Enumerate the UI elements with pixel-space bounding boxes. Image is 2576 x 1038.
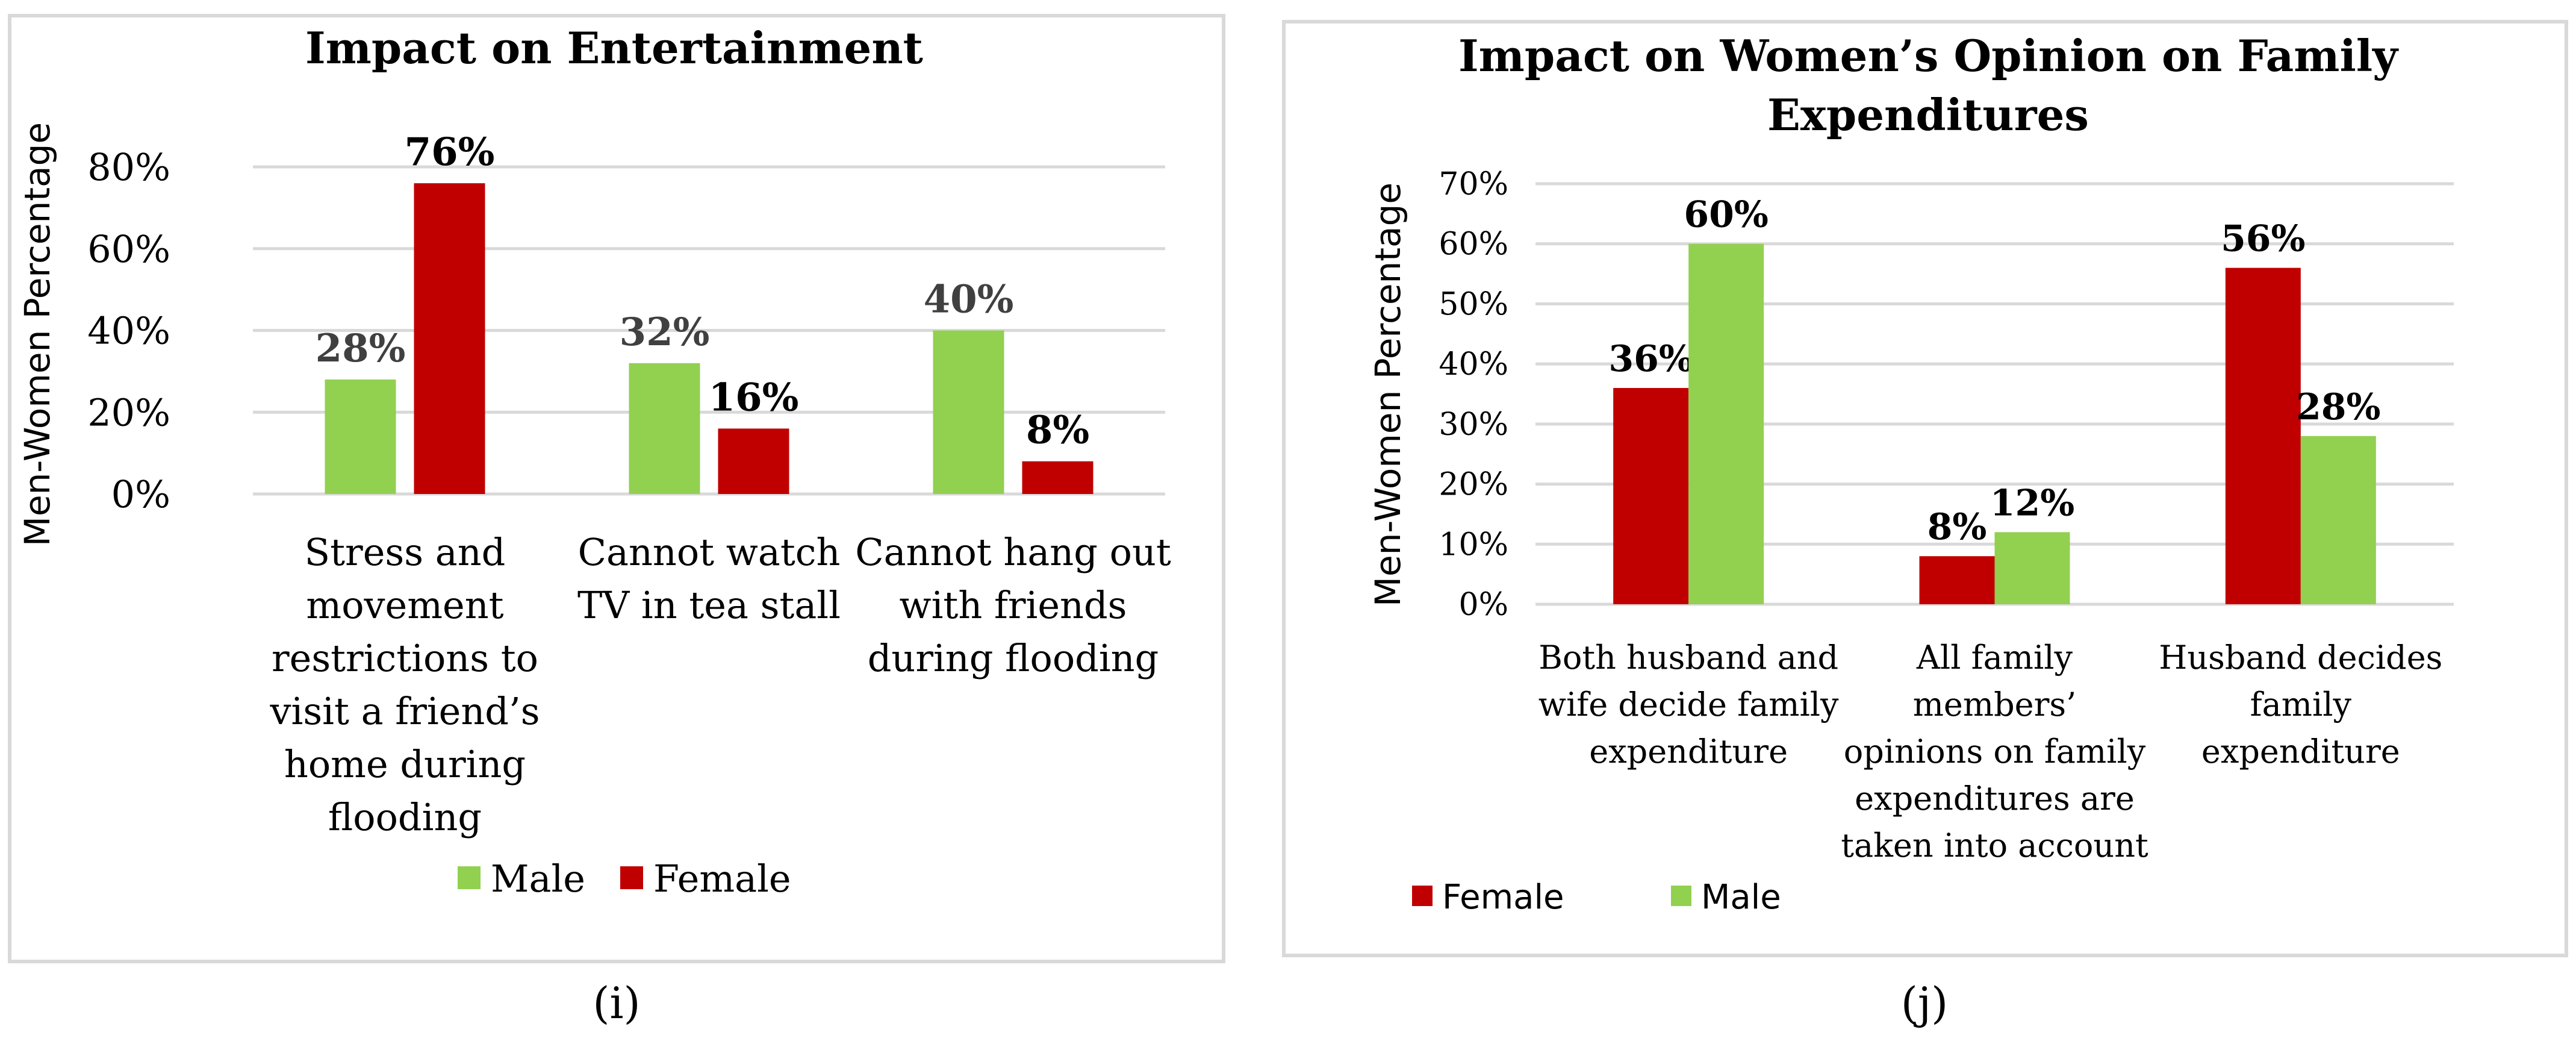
chart-i-bar-male bbox=[629, 363, 700, 494]
caption-j: (j) bbox=[1901, 978, 1949, 1028]
chart-i-category-label: Cannot hang out bbox=[855, 530, 1171, 574]
chart-i-bar-female bbox=[1022, 461, 1094, 494]
chart-j-title: Impact on Women’s Opinion on Family bbox=[1458, 30, 2399, 81]
chart-i-y-tick-label: 60% bbox=[87, 227, 170, 271]
chart-j-bar-female bbox=[2225, 267, 2301, 605]
chart-i-category-label: home during bbox=[284, 742, 526, 786]
chart-panel-i: Impact on Entertainment Men-Women Percent… bbox=[17, 22, 1171, 901]
chart-i-bar-female bbox=[414, 183, 485, 494]
chart-i-data-label: 32% bbox=[620, 310, 710, 355]
chart-j-bar-female bbox=[1919, 556, 1995, 604]
chart-i-y-tick-label: 0% bbox=[111, 472, 170, 516]
chart-j-legend-swatch-female bbox=[1412, 886, 1433, 906]
chart-panel-j: Impact on Women’s Opinion on Family Expen… bbox=[1367, 30, 2454, 917]
chart-j-y-tick-label: 20% bbox=[1439, 467, 1508, 503]
chart-i-data-label: 8% bbox=[1026, 408, 1089, 453]
chart-j-y-tick-label: 10% bbox=[1439, 527, 1508, 563]
chart-i-y-tick-label: 40% bbox=[87, 309, 170, 353]
chart-i-data-label: 76% bbox=[405, 130, 495, 175]
chart-j-y-tick-label: 30% bbox=[1439, 407, 1508, 443]
chart-i-title: Impact on Entertainment bbox=[305, 22, 923, 73]
chart-j-y-tick-label: 40% bbox=[1439, 346, 1508, 383]
chart-j-legend-male: Male bbox=[1701, 878, 1781, 917]
chart-j-y-tick-label: 60% bbox=[1439, 227, 1508, 263]
chart-j-y-tick-label: 70% bbox=[1439, 166, 1508, 202]
chart-j-y-axis-label: Men-Women Percentage bbox=[1367, 183, 1408, 607]
chart-j-y-tick-label: 50% bbox=[1439, 286, 1508, 322]
chart-i-legend-male: Male bbox=[491, 857, 585, 901]
chart-i-y-tick-label: 20% bbox=[87, 390, 170, 434]
chart-i-category-label: with friends bbox=[900, 583, 1127, 627]
chart-i-category-label: Cannot watch bbox=[578, 530, 841, 574]
chart-i-bar-male bbox=[933, 330, 1004, 494]
chart-j-legend-swatch-male bbox=[1671, 886, 1691, 906]
chart-j-data-label: 36% bbox=[1608, 338, 1693, 380]
chart-i-category-label: restrictions to bbox=[272, 636, 538, 680]
chart-j-data-label: 28% bbox=[2296, 386, 2381, 428]
chart-i-category-label: during flooding bbox=[868, 636, 1159, 680]
chart-j-category-label: opinions on family bbox=[1844, 733, 2146, 771]
chart-i-bar-female bbox=[718, 428, 789, 494]
chart-j-data-label: 12% bbox=[1990, 482, 2075, 524]
chart-j-category-label: expenditures are bbox=[1855, 780, 2135, 818]
chart-i-y-axis-label: Men-Women Percentage bbox=[17, 122, 58, 546]
chart-j-bar-female bbox=[1613, 388, 1689, 604]
chart-j-bar-male bbox=[1688, 243, 1764, 604]
chart-j-category-label: taken into account bbox=[1841, 827, 2148, 864]
chart-i-legend-swatch-female bbox=[620, 866, 643, 889]
chart-i-data-label: 16% bbox=[709, 375, 799, 420]
panel-i-frame bbox=[8, 14, 1225, 963]
chart-j-data-label: 8% bbox=[1927, 506, 1987, 548]
chart-i-category-label: flooding bbox=[328, 795, 482, 839]
chart-i-category-label: visit a friend’s bbox=[269, 689, 540, 733]
chart-j-bar-male bbox=[2300, 436, 2376, 604]
chart-j-bar-male bbox=[1994, 532, 2070, 604]
chart-i-data-label: 28% bbox=[316, 326, 406, 371]
chart-j-category-label: family bbox=[2250, 686, 2352, 724]
chart-j-category-label: expenditure bbox=[1589, 733, 1788, 771]
chart-i-legend-swatch-male bbox=[458, 866, 481, 889]
chart-i-bar-male bbox=[325, 379, 396, 494]
chart-i-y-tick-label: 80% bbox=[87, 145, 170, 189]
chart-j-category-label: members’ bbox=[1913, 686, 2077, 724]
chart-j-legend-female: Female bbox=[1442, 878, 1564, 917]
chart-j-title: Expenditures bbox=[1767, 89, 2089, 140]
caption-i: (i) bbox=[593, 978, 640, 1028]
chart-i-category-label: movement bbox=[306, 583, 503, 627]
chart-j-category-label: Both husband and bbox=[1538, 639, 1838, 677]
chart-i-data-label: 40% bbox=[924, 277, 1014, 322]
chart-i-legend-female: Female bbox=[653, 857, 791, 901]
chart-j-category-label: expenditure bbox=[2201, 733, 2400, 771]
chart-i-category-label: TV in tea stall bbox=[577, 583, 841, 627]
chart-j-data-label: 56% bbox=[2221, 218, 2306, 260]
chart-j-category-label: Husband decides bbox=[2159, 639, 2442, 677]
chart-j-data-label: 60% bbox=[1684, 194, 1769, 236]
chart-j-category-label: wife decide family bbox=[1538, 686, 1839, 724]
chart-j-y-tick-label: 0% bbox=[1459, 587, 1509, 623]
chart-j-category-label: All family bbox=[1916, 639, 2073, 677]
chart-i-category-label: Stress and bbox=[305, 530, 506, 574]
